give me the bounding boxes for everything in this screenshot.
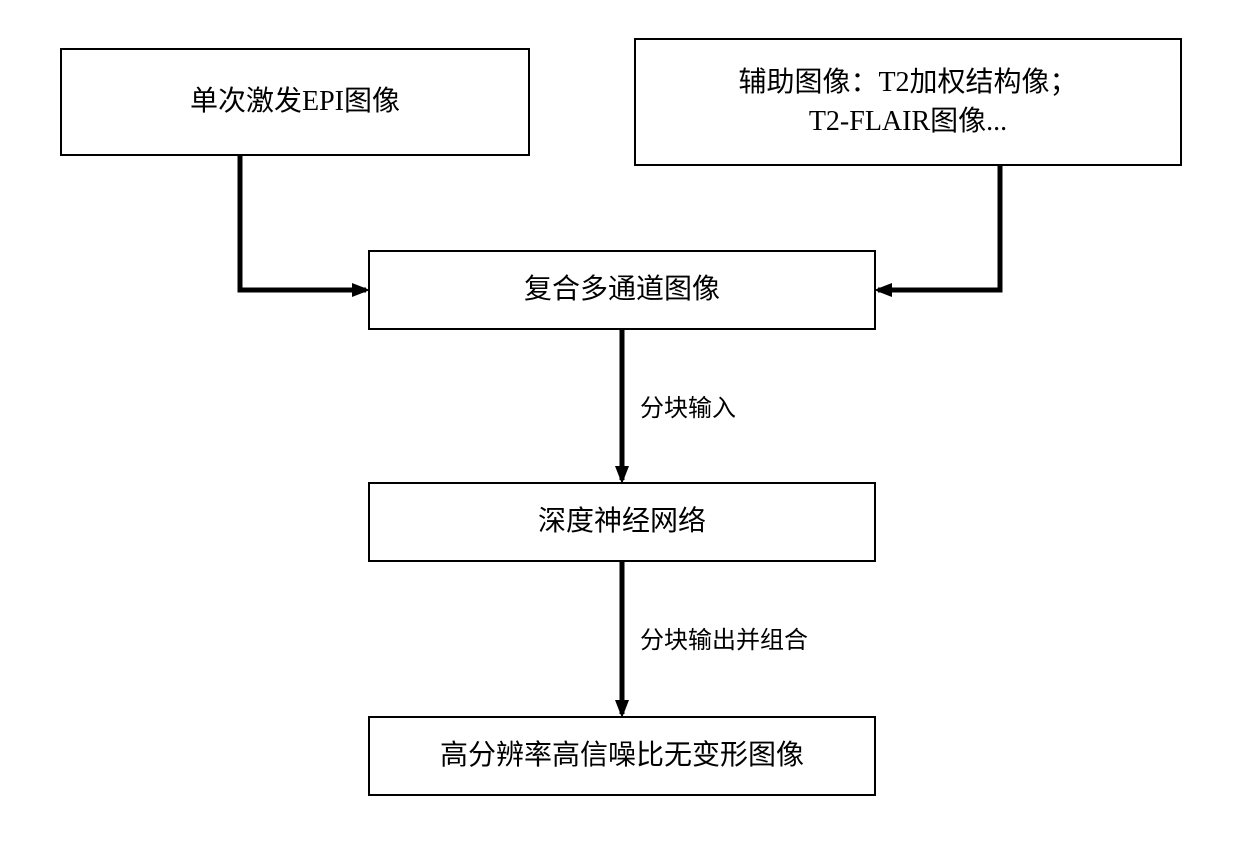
edge-label-block-output: 分块输出并组合: [640, 620, 808, 655]
arrow-dnn-output: [0, 0, 1240, 861]
edge-label-block-input: 分块输入: [640, 388, 736, 423]
